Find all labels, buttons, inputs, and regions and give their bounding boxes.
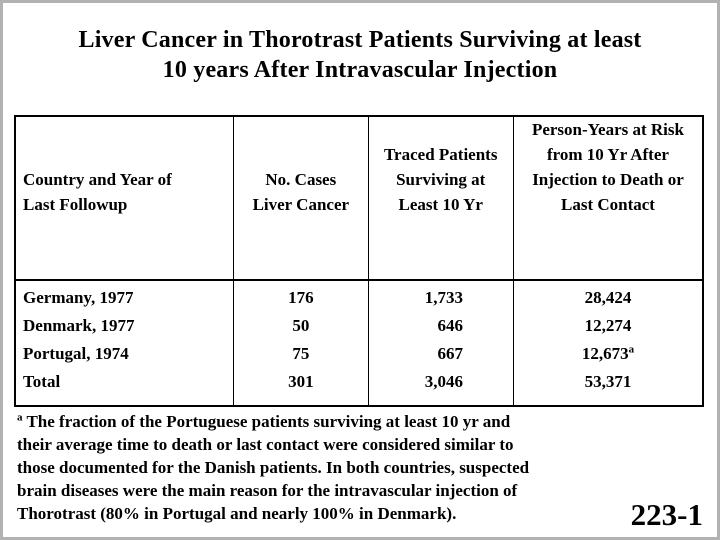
person-years-value: 12,274 — [584, 316, 632, 335]
slide-number: 223-1 — [630, 497, 703, 532]
footnote-line: their average time to death or last cont… — [17, 435, 514, 454]
header-line: Country and Year of — [23, 170, 172, 189]
footnote-marker: a — [17, 411, 23, 424]
cell-cases: 301 — [233, 368, 369, 406]
title-line-2: 10 years After Intravascular Injection — [162, 57, 558, 83]
person-years-value: 28,424 — [584, 288, 632, 307]
cell-person-years: 12,673a — [512, 340, 704, 368]
header-line: Person-Years at Risk — [531, 120, 684, 139]
header-line: Last Followup — [23, 195, 128, 214]
footnote-line: a The fraction of the Portuguese patient… — [17, 410, 617, 433]
cell-cases: 75 — [233, 340, 369, 368]
header-line: Last Contact — [560, 195, 655, 214]
header-line: Surviving at — [396, 170, 486, 189]
cell-traced: 646 — [367, 312, 514, 340]
table-row-portugal: Portugal, 1974 75 667 12,673a — [14, 340, 704, 368]
cell-traced: 3,046 — [367, 368, 514, 406]
table-row-germany: Germany, 1977 176 1,733 28,424 — [14, 280, 704, 312]
footnote-text: The fraction of the Portuguese patients … — [26, 412, 511, 431]
header-person-years: Person-Years at Risk from 10 Yr After In… — [512, 116, 704, 281]
cell-country: Denmark, 1977 — [14, 312, 235, 340]
cell-country: Portugal, 1974 — [14, 340, 235, 368]
header-line: from 10 Yr After — [546, 145, 669, 164]
table-header-row: Country and Year of Last Followup No. Ca… — [14, 116, 704, 281]
cell-person-years: 28,424 — [512, 280, 704, 312]
person-years-value: 53,371 — [584, 372, 632, 391]
header-line: Least 10 Yr — [398, 195, 483, 214]
header-line: No. Cases — [265, 170, 337, 189]
footnote-line: Thorotrast (80% in Portugal and nearly 1… — [17, 504, 457, 523]
header-line: Liver Cancer — [252, 195, 350, 214]
cell-country: Germany, 1977 — [14, 280, 235, 312]
table-row-total: Total 301 3,046 53,371 — [14, 368, 704, 406]
page-title: Liver Cancer in Thorotrast Patients Surv… — [3, 25, 717, 85]
person-years-superscript: a — [628, 343, 635, 356]
person-years-value: 12,673 — [581, 344, 629, 363]
table-row-denmark: Denmark, 1977 50 646 12,274 — [14, 312, 704, 340]
cell-cases: 50 — [233, 312, 369, 340]
header-country-year: Country and Year of Last Followup — [14, 116, 235, 281]
title-line-1: Liver Cancer in Thorotrast Patients Surv… — [78, 27, 642, 53]
cell-traced: 667 — [367, 340, 514, 368]
header-line: Traced Patients — [383, 145, 498, 164]
table-header: Country and Year of Last Followup No. Ca… — [14, 116, 704, 281]
footnote: a The fraction of the Portuguese patient… — [17, 410, 617, 525]
cell-traced: 1,733 — [367, 280, 514, 312]
cell-cases: 176 — [233, 280, 369, 312]
cell-person-years: 12,274 — [512, 312, 704, 340]
table-body: Germany, 1977 176 1,733 28,424 Denmark, … — [14, 280, 704, 406]
header-no-cases: No. Cases Liver Cancer — [233, 116, 369, 281]
cell-country: Total — [14, 368, 235, 406]
footnote-line: brain diseases were the main reason for … — [17, 481, 518, 500]
header-line: Injection to Death or — [532, 170, 684, 189]
footnote-line: those documented for the Danish patients… — [17, 458, 530, 477]
cell-person-years: 53,371 — [512, 368, 704, 406]
data-table: Country and Year of Last Followup No. Ca… — [14, 115, 704, 407]
header-traced-patients: Traced Patients Surviving at Least 10 Yr — [367, 116, 514, 281]
